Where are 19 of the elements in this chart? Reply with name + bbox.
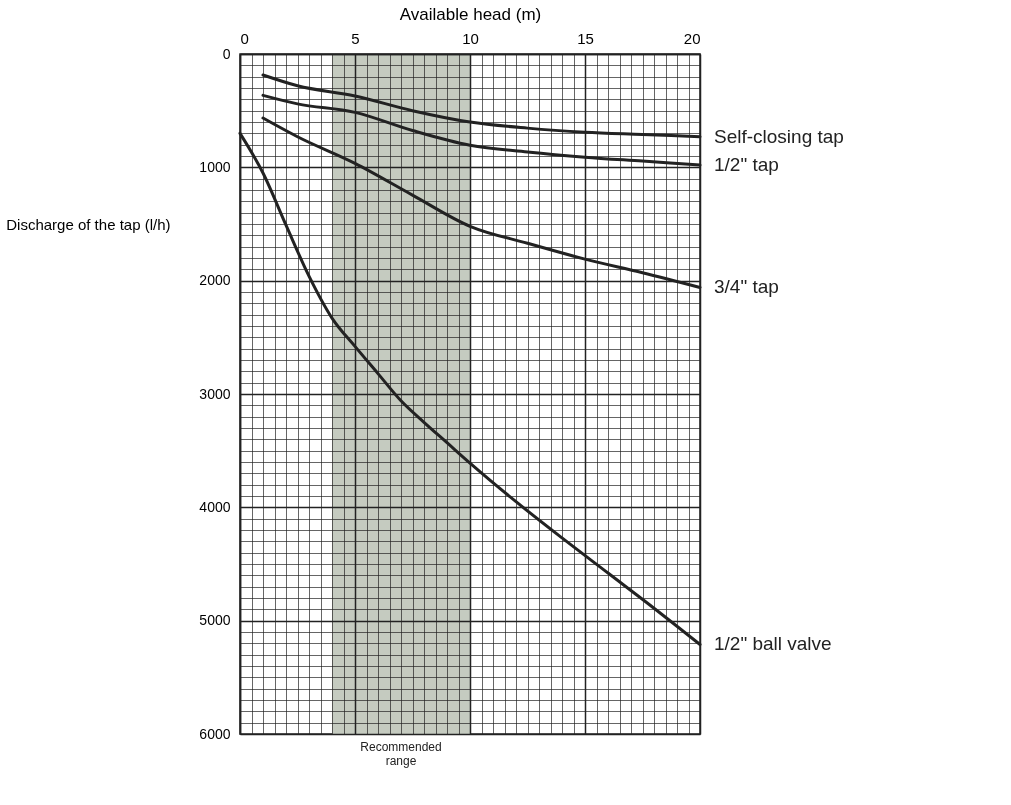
y-tick-label: 5000 xyxy=(199,612,231,629)
x-tick-label: 5 xyxy=(351,29,360,47)
x-tick-label: 15 xyxy=(577,29,594,47)
x-axis-title: Available head (m) xyxy=(399,4,542,24)
x-tick-label: 10 xyxy=(462,29,479,47)
y-tick-label: 4000 xyxy=(199,498,231,515)
y-tick-label: 3000 xyxy=(199,385,231,402)
y-tick-label: 2000 xyxy=(199,272,231,289)
y-tick-label: 1000 xyxy=(199,158,231,175)
series-label: 3/4" tap xyxy=(714,276,779,298)
y-axis-title: Discharge of the tap (l/h) xyxy=(6,215,171,233)
series-label: 1/2" ball valve xyxy=(714,633,832,655)
series-label: 1/2" tap xyxy=(714,154,779,176)
band-label: Recommended range xyxy=(360,740,442,768)
series-label: Self-closing tap xyxy=(714,125,844,147)
y-tick-label: 6000 xyxy=(199,725,231,742)
y-tick-label: 0 xyxy=(222,45,231,62)
x-tick-label: 20 xyxy=(683,29,701,47)
x-tick-label: 0 xyxy=(240,29,249,47)
